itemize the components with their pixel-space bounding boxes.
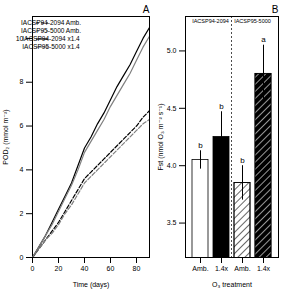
svg-text:40: 40 [81, 265, 89, 272]
svg-text:4.5: 4.5 [167, 105, 177, 112]
svg-text:IACSP95-5000: IACSP95-5000 [234, 18, 271, 24]
svg-text:10: 10 [15, 34, 24, 42]
svg-text:IACSP94-2094 Amb.: IACSP94-2094 Amb. [21, 19, 81, 26]
svg-text:4.0: 4.0 [167, 162, 177, 169]
svg-text:IACSP94-2094: IACSP94-2094 [192, 18, 229, 24]
svg-text:5.0: 5.0 [167, 47, 177, 54]
svg-text:Time (days): Time (days) [73, 281, 110, 289]
svg-text:IACSP94-2094 x1.4: IACSP94-2094 x1.4 [22, 35, 80, 42]
svg-text:60: 60 [107, 265, 115, 272]
svg-text:2: 2 [20, 210, 24, 217]
svg-text:O₃ treatment: O₃ treatment [212, 281, 252, 288]
svg-text:B: B [272, 4, 279, 15]
svg-text:0: 0 [31, 265, 35, 272]
svg-text:8: 8 [20, 78, 24, 85]
svg-text:IACSP95-5000 Amb.: IACSP95-5000 Amb. [21, 27, 81, 34]
svg-text:1.4x: 1.4x [215, 265, 229, 272]
svg-text:Fst (nmol O₃ m⁻² s⁻¹): Fst (nmol O₃ m⁻² s⁻¹) [157, 103, 165, 170]
svg-text:6: 6 [20, 122, 24, 129]
svg-text:Amb.: Amb. [234, 265, 250, 272]
svg-text:a: a [261, 35, 266, 44]
svg-text:4: 4 [20, 166, 24, 173]
svg-text:IACSP95-5000 x1.4: IACSP95-5000 x1.4 [22, 43, 80, 50]
svg-text:Amb.: Amb. [192, 265, 208, 272]
svg-text:80: 80 [133, 265, 141, 272]
svg-text:b: b [198, 141, 203, 150]
svg-text:1.4x: 1.4x [257, 265, 271, 272]
svg-text:3.5: 3.5 [167, 219, 177, 226]
svg-text:0: 0 [20, 254, 24, 261]
svg-text:b: b [219, 102, 224, 111]
svg-text:b: b [240, 156, 245, 165]
svg-text:POD₂ (mmol m⁻²): POD₂ (mmol m⁻²) [2, 109, 10, 164]
svg-text:A: A [143, 4, 150, 15]
svg-text:20: 20 [55, 265, 63, 272]
